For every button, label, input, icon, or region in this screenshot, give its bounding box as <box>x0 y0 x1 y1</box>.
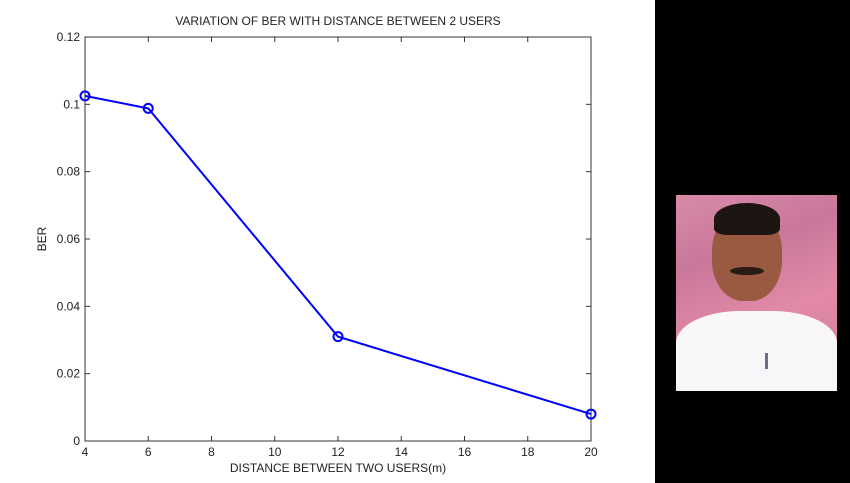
y-tick-label: 0.12 <box>57 30 81 44</box>
y-tick-label: 0.02 <box>57 367 81 381</box>
x-tick-label: 20 <box>584 445 598 459</box>
x-tick-label: 6 <box>145 445 152 459</box>
y-tick-label: 0 <box>73 434 80 448</box>
chart-title: VARIATION OF BER WITH DISTANCE BETWEEN 2… <box>175 14 500 28</box>
x-tick-label: 12 <box>331 445 345 459</box>
y-tick-label: 0.1 <box>63 97 80 111</box>
x-tick-label: 10 <box>268 445 282 459</box>
data-point-marker <box>332 331 344 343</box>
x-tick-label: 4 <box>82 445 89 459</box>
x-axis-ticks: 4 6 8 10 12 14 16 18 20 <box>82 37 598 459</box>
data-point-marker <box>79 90 91 102</box>
y-tick-label: 0.04 <box>57 299 81 313</box>
x-axis-label: DISTANCE BETWEEN TWO USERS(m) <box>230 461 446 475</box>
ber-line-chart: VARIATION OF BER WITH DISTANCE BETWEEN 2… <box>35 14 598 475</box>
y-tick-label: 0.08 <box>57 165 81 179</box>
photo-pen <box>765 353 768 369</box>
y-tick-label: 0.06 <box>57 232 81 246</box>
data-point-marker <box>142 102 154 114</box>
data-point-marker <box>585 408 597 420</box>
y-axis-label: BER <box>35 226 49 251</box>
x-tick-label: 16 <box>458 445 472 459</box>
y-axis-ticks: 0 0.02 0.04 0.06 0.08 0.1 0.12 <box>57 30 591 448</box>
photo-hair <box>714 203 780 235</box>
x-tick-label: 18 <box>521 445 535 459</box>
photo-mustache <box>730 267 764 275</box>
x-tick-label: 8 <box>208 445 215 459</box>
x-tick-label: 14 <box>395 445 409 459</box>
plot-area <box>84 36 592 442</box>
author-photo <box>676 195 837 391</box>
ber-series-line <box>79 90 597 420</box>
photo-shirt <box>676 311 837 391</box>
